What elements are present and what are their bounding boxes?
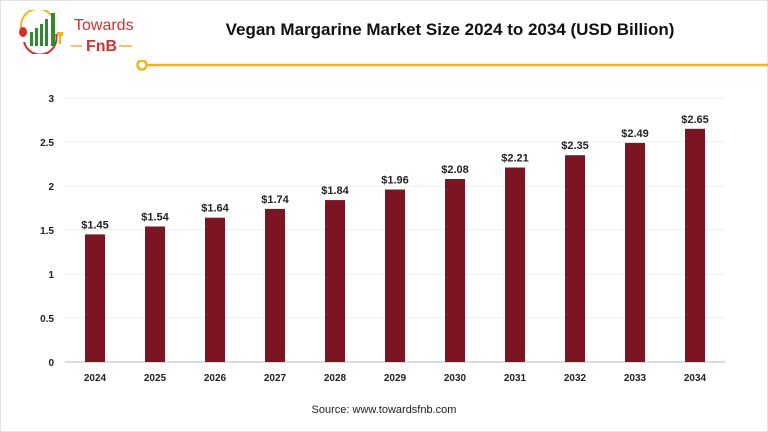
y-tick-label: 0.5	[40, 314, 54, 325]
title-underline	[136, 60, 768, 71]
x-tick-label: 2030	[444, 373, 467, 384]
bar	[85, 234, 105, 362]
x-tick-label: 2024	[84, 373, 107, 384]
logo-text-towards: Towards	[74, 17, 134, 34]
x-tick-label: 2025	[144, 373, 167, 384]
source-note: Source: www.towardsfnb.com	[311, 404, 457, 416]
logo-text-fnb: FnB	[86, 38, 117, 54]
data-label: $1.96	[381, 175, 409, 187]
y-tick-label: 1	[48, 270, 54, 281]
bar	[565, 155, 585, 362]
data-label: $1.74	[261, 194, 289, 206]
data-label: $1.45	[81, 219, 109, 231]
bar	[445, 178, 465, 362]
data-label: $1.64	[201, 203, 229, 215]
y-tick-label: 2	[48, 182, 54, 193]
x-tick-label: 2029	[384, 373, 407, 384]
x-tick-label: 2032	[564, 373, 587, 384]
y-tick-label: 0	[48, 358, 54, 369]
x-tick-label: 2033	[624, 373, 647, 384]
x-tick-label: 2028	[324, 373, 347, 384]
bar	[325, 200, 345, 362]
x-tick-label: 2031	[504, 373, 527, 384]
data-label: $2.08	[441, 164, 469, 176]
towards-fnb-logo: Towards FnB	[19, 10, 134, 54]
bar	[505, 167, 525, 362]
data-label: $2.21	[501, 153, 529, 165]
data-label: $1.84	[321, 185, 349, 197]
bar	[205, 217, 225, 362]
data-label: $2.49	[621, 128, 649, 140]
data-label: $1.54	[141, 211, 169, 223]
bar	[385, 189, 405, 362]
x-tick-label: 2034	[684, 373, 707, 384]
y-tick-label: 2.5	[40, 138, 54, 149]
bar	[685, 128, 705, 362]
bar	[625, 142, 645, 362]
data-label: $2.35	[561, 140, 589, 152]
bar	[265, 208, 285, 362]
y-tick-label: 3	[48, 94, 54, 105]
y-tick-label: 1.5	[40, 226, 54, 237]
bar	[145, 226, 165, 362]
data-label: $2.65	[681, 114, 709, 126]
x-tick-label: 2027	[264, 373, 287, 384]
x-tick-label: 2026	[204, 373, 227, 384]
chart-title: Vegan Margarine Market Size 2024 to 2034…	[225, 20, 675, 39]
